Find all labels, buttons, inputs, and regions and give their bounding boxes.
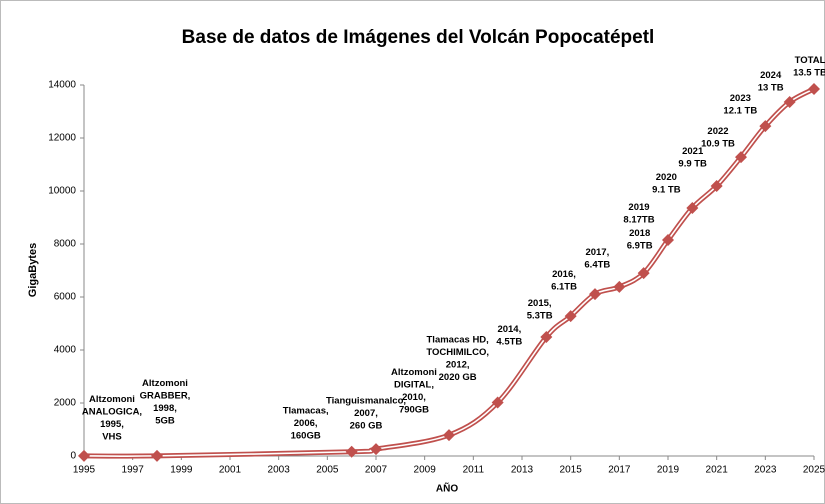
point-marker (151, 449, 163, 462)
annotation: 2020 GB (439, 372, 477, 383)
y-axis-label: GigaBytes (27, 243, 39, 297)
annotation: 2022 (707, 126, 728, 137)
x-tick-label: 2007 (365, 465, 388, 476)
annotation: Altzomoni (391, 367, 437, 378)
annotation: 12.1 TB (723, 106, 757, 117)
x-tick-label: 2021 (706, 465, 729, 476)
annotation: 2021 (682, 146, 704, 157)
annotation: 1998, (153, 403, 177, 414)
point-marker (808, 82, 820, 95)
point-marker (686, 201, 699, 214)
annotation: 6.1TB (551, 282, 577, 293)
annotation: 2012, (446, 359, 470, 370)
annotation: Tlamacas, (283, 405, 329, 416)
annotation: 2015, (528, 298, 552, 309)
annotation: DIGITAL, (394, 380, 434, 391)
annotation: 5GB (155, 415, 175, 426)
annotation: Altzomoni (89, 394, 135, 405)
annotation: 260 GB (350, 421, 383, 432)
annotation: 5.3TB (527, 311, 553, 322)
annotation: VHS (102, 431, 122, 442)
y-tick-label: 10000 (48, 186, 76, 197)
annotation: TOCHIMILCO, (426, 347, 489, 358)
x-tick-label: 2015 (560, 465, 583, 476)
point-marker (613, 280, 626, 293)
annotation: 4.5TB (496, 337, 522, 348)
point-marker (370, 443, 382, 456)
y-tick-label: 4000 (54, 345, 77, 356)
x-tick-label: 2005 (316, 465, 339, 476)
annotation: 2016, (552, 269, 576, 280)
x-tick-label: 2009 (414, 465, 437, 476)
annotation: 160GB (291, 430, 321, 441)
x-tick-label: 2025 (803, 465, 825, 476)
annotation: 1995, (100, 419, 124, 430)
point-marker (491, 396, 504, 409)
y-tick-label: 6000 (54, 292, 77, 303)
y-tick-label: 0 (70, 451, 76, 462)
point-marker (735, 151, 747, 164)
annotation: GRABBER, (140, 390, 191, 401)
point-marker (662, 234, 674, 247)
point-marker (540, 331, 553, 344)
annotation: 2024 (760, 70, 782, 81)
point-marker (564, 310, 577, 323)
annotation: 2014, (497, 324, 521, 335)
annotation: 2017, (585, 247, 609, 258)
point-marker (710, 179, 723, 192)
annotation: 2007, (354, 408, 378, 419)
point-marker (759, 120, 772, 133)
annotation: 2023 (730, 93, 751, 104)
annotation: Altzomoni (142, 378, 188, 389)
x-tick-label: 2011 (463, 465, 485, 476)
x-tick-label: 1999 (170, 465, 193, 476)
x-tick-label: 2023 (754, 465, 777, 476)
y-tick-label: 14000 (48, 80, 76, 91)
annotation: 2018 (629, 228, 650, 239)
point-marker (637, 267, 650, 280)
x-tick-label: 2003 (268, 465, 291, 476)
point-marker (78, 449, 90, 462)
annotation: 13.5 TB (793, 67, 825, 78)
y-tick-label: 2000 (54, 398, 77, 409)
x-tick-label: 1995 (73, 465, 96, 476)
annotation: 6.9TB (627, 241, 653, 252)
x-tick-label: 2001 (219, 465, 242, 476)
x-tick-label: 1997 (122, 465, 145, 476)
annotation: 10.9 TB (701, 139, 735, 150)
y-tick-label: 8000 (54, 239, 77, 250)
annotation: 9.9 TB (678, 158, 707, 169)
annotation: Tianguismanalco, (326, 396, 406, 407)
point-marker (783, 95, 796, 108)
x-axis-label: AÑO (436, 482, 458, 495)
annotation: 2020 (656, 172, 677, 183)
x-tick-label: 2019 (657, 465, 680, 476)
annotation: 790GB (399, 405, 429, 416)
chart-title: Base de datos de Imágenes del Volcán Pop… (182, 27, 655, 48)
annotation: TOTAL (795, 55, 825, 66)
annotation: ANALOGICA, (82, 406, 142, 417)
point-marker (589, 288, 601, 301)
x-tick-label: 2013 (511, 465, 534, 476)
annotation: 8.17TB (623, 215, 654, 226)
annotation: 2019 (628, 202, 649, 213)
annotation: 6.4TB (584, 259, 610, 270)
point-marker (443, 429, 455, 442)
y-tick-label: 12000 (48, 133, 76, 144)
annotation: 13 TB (758, 82, 784, 93)
point-marker (345, 445, 358, 458)
annotation: 2010, (402, 392, 426, 403)
annotation: Tlamacas HD, (427, 334, 489, 345)
annotation: 9.1 TB (652, 184, 681, 195)
annotation: 2006, (294, 418, 318, 429)
x-tick-label: 2017 (608, 465, 631, 476)
